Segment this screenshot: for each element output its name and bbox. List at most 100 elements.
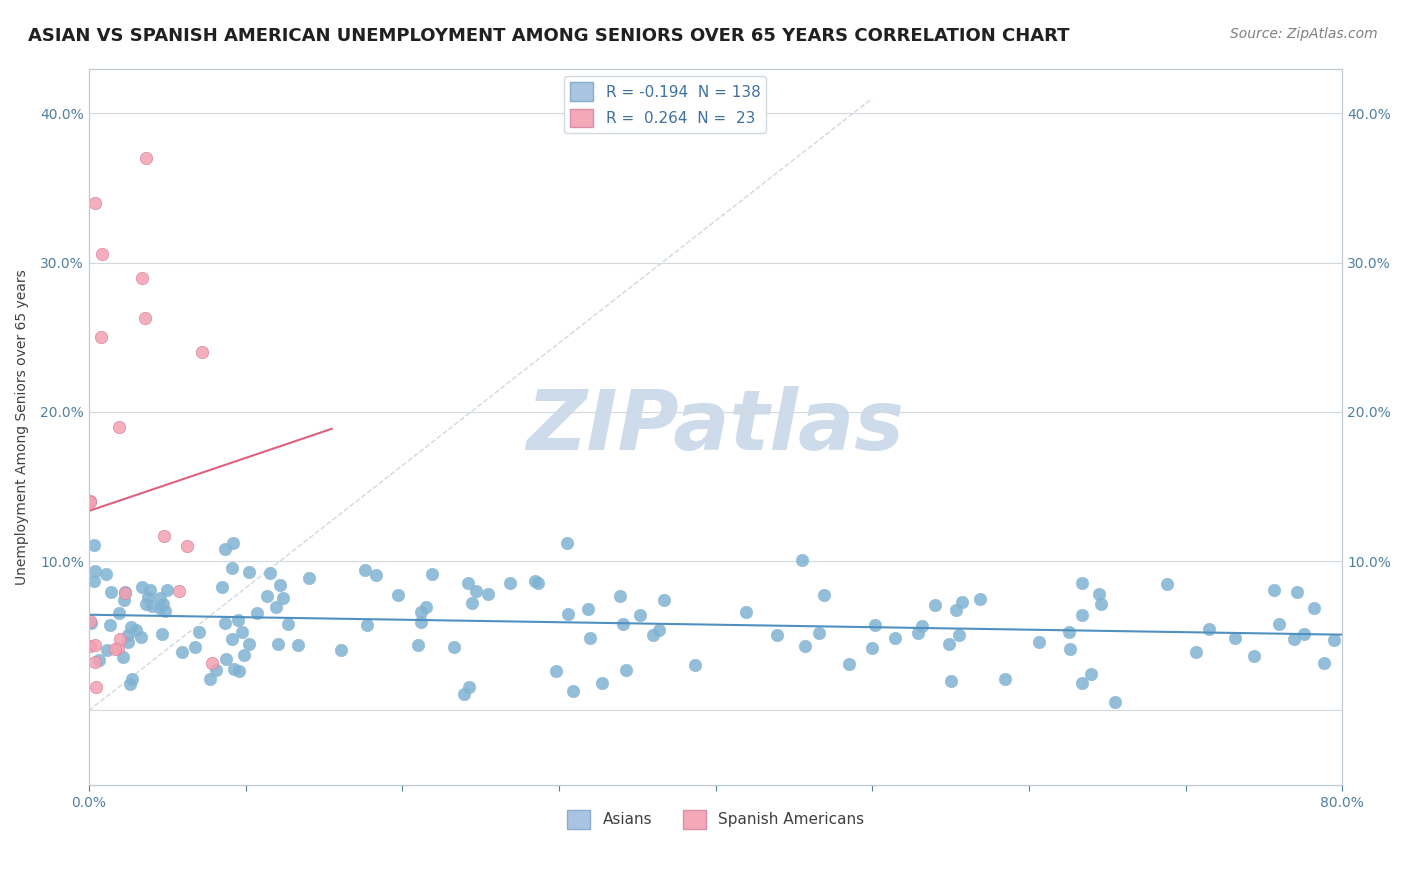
Asians [135,597,157,611]
Spanish Americans [107,641,129,656]
Asians [246,606,269,620]
Spanish Americans [131,270,153,285]
Spanish Americans [201,656,224,670]
Asians [354,563,377,577]
Asians [271,591,294,606]
Asians [907,626,929,640]
Spanish Americans [153,529,176,543]
Spanish Americans [90,330,112,344]
Asians [256,589,278,603]
Asians [415,599,437,614]
Asians [129,631,152,645]
Asians [1028,635,1050,649]
Spanish Americans [79,495,101,509]
Asians [269,578,291,592]
Asians [643,628,665,642]
Asians [1263,583,1285,598]
Asians [121,672,143,686]
Spanish Americans [114,586,136,600]
Asians [884,632,907,646]
Asians [994,672,1017,686]
Asians [1070,575,1092,590]
Asians [287,638,309,652]
Asians [118,676,141,690]
Asians [838,657,860,672]
Asians [409,605,432,619]
Asians [461,596,484,610]
Asians [443,640,465,655]
Asians [969,591,991,606]
Asians [498,575,520,590]
Asians [214,652,236,666]
Asians [120,620,142,634]
Spanish Americans [79,614,101,628]
Asians [790,552,813,566]
Asians [1292,627,1315,641]
Asians [628,607,651,622]
Asians [264,599,287,614]
Asians [226,613,249,627]
Asians [453,687,475,701]
Asians [1070,675,1092,690]
Spanish Americans [107,419,129,434]
Asians [420,567,443,582]
Asians [112,593,135,607]
Asians [945,603,967,617]
Asians [939,674,962,689]
Text: ASIAN VS SPANISH AMERICAN UNEMPLOYMENT AMONG SENIORS OVER 65 YEARS CORRELATION C: ASIAN VS SPANISH AMERICAN UNEMPLOYMENT A… [28,27,1070,45]
Spanish Americans [134,311,156,326]
Asians [83,564,105,578]
Asians [524,574,547,588]
Spanish Americans [104,642,127,657]
Asians [188,624,211,639]
Asians [1243,648,1265,663]
Asians [221,632,243,646]
Asians [591,676,613,690]
Asians [214,615,236,630]
Asians [83,538,105,552]
Asians [139,582,162,597]
Spanish Americans [90,247,112,261]
Asians [83,574,105,588]
Asians [614,663,637,677]
Asians [149,601,172,615]
Asians [1156,577,1178,591]
Asians [1059,642,1081,657]
Asians [1323,633,1346,648]
Asians [96,643,118,657]
Asians [911,618,934,632]
Asians [609,589,631,603]
Legend: Asians, Spanish Americans: Asians, Spanish Americans [561,804,870,835]
Asians [458,680,481,694]
Spanish Americans [169,584,191,599]
Asians [114,585,136,599]
Spanish Americans [79,639,101,653]
Asians [406,638,429,652]
Asians [117,628,139,642]
Spanish Americans [84,195,107,210]
Asians [465,583,488,598]
Asians [546,664,568,678]
Asians [1185,645,1208,659]
Asians [793,639,815,653]
Asians [329,643,352,657]
Asians [214,541,236,556]
Asians [221,561,243,575]
Asians [152,597,174,611]
Asians [1090,597,1112,611]
Asians [149,591,172,605]
Spanish Americans [84,680,107,694]
Asians [654,592,676,607]
Asians [1286,585,1309,599]
Asians [259,566,281,580]
Spanish Americans [110,632,132,646]
Asians [94,567,117,582]
Asians [557,607,579,622]
Asians [89,653,111,667]
Text: ZIPatlas: ZIPatlas [527,386,904,467]
Asians [98,618,121,632]
Asians [766,628,789,642]
Asians [1313,656,1336,670]
Asians [155,604,177,618]
Asians [924,598,946,612]
